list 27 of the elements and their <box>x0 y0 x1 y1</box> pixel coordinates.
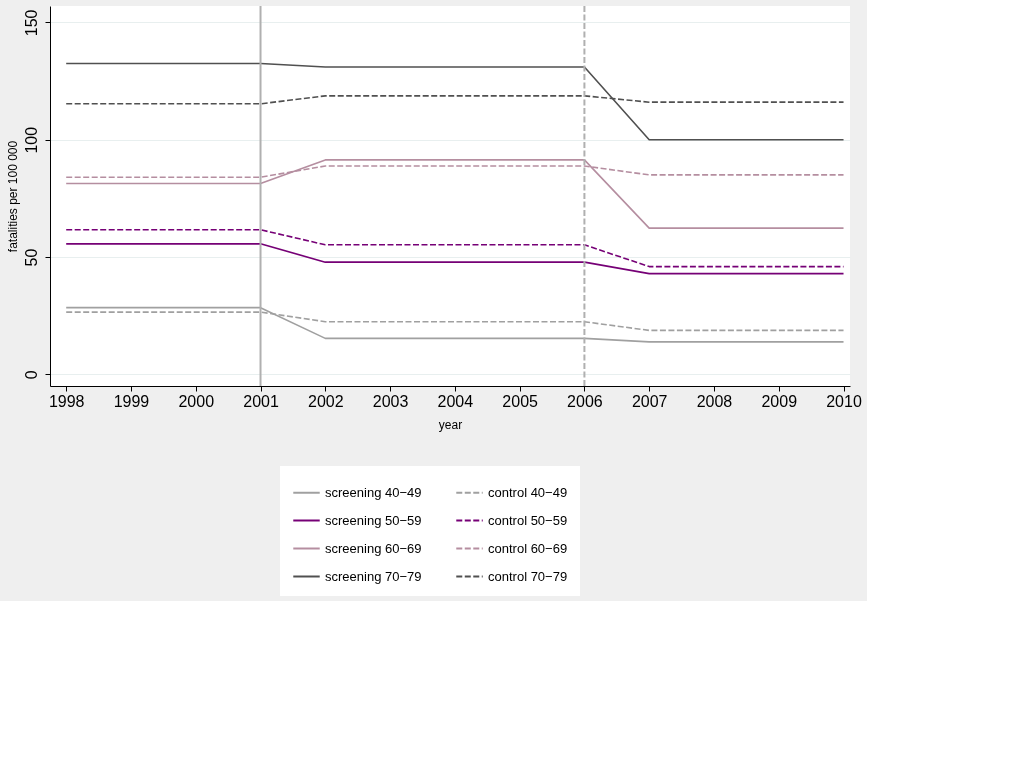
x-tick-label: 2001 <box>243 392 279 410</box>
y-tick-label: 0 <box>22 370 40 380</box>
legend-label: screening 40−49 <box>325 484 422 500</box>
legend-label: screening 50−59 <box>325 512 422 528</box>
legend-label: control 40−49 <box>488 484 568 500</box>
x-tick-label: 2005 <box>502 392 539 410</box>
x-tick-label: 2002 <box>308 392 344 410</box>
y-tick-label: 50 <box>22 248 40 267</box>
legend-label: control 50−59 <box>488 512 568 528</box>
x-tick-label: 2006 <box>567 392 603 410</box>
legend-label: screening 70−79 <box>325 568 422 584</box>
x-tick-label: 2008 <box>696 392 733 410</box>
x-tick-label: 2004 <box>437 392 474 410</box>
legend-label: control 70−79 <box>488 568 568 584</box>
x-tick-label: 2007 <box>631 392 668 410</box>
x-tick-label: 1999 <box>113 392 150 410</box>
x-axis-title: year <box>438 417 463 432</box>
x-tick-label: 2003 <box>372 392 409 410</box>
y-tick-label: 150 <box>22 9 40 37</box>
x-tick-label: 1998 <box>48 392 85 410</box>
legend-label: screening 60−69 <box>325 540 422 556</box>
y-axis-title: fatalities per 100 000 <box>5 140 20 253</box>
x-tick-label: 2009 <box>761 392 798 410</box>
legend-label: control 60−69 <box>488 540 568 556</box>
x-tick-label: 2010 <box>826 392 862 410</box>
x-tick-label: 2000 <box>178 392 215 410</box>
y-tick-label: 100 <box>22 126 40 154</box>
